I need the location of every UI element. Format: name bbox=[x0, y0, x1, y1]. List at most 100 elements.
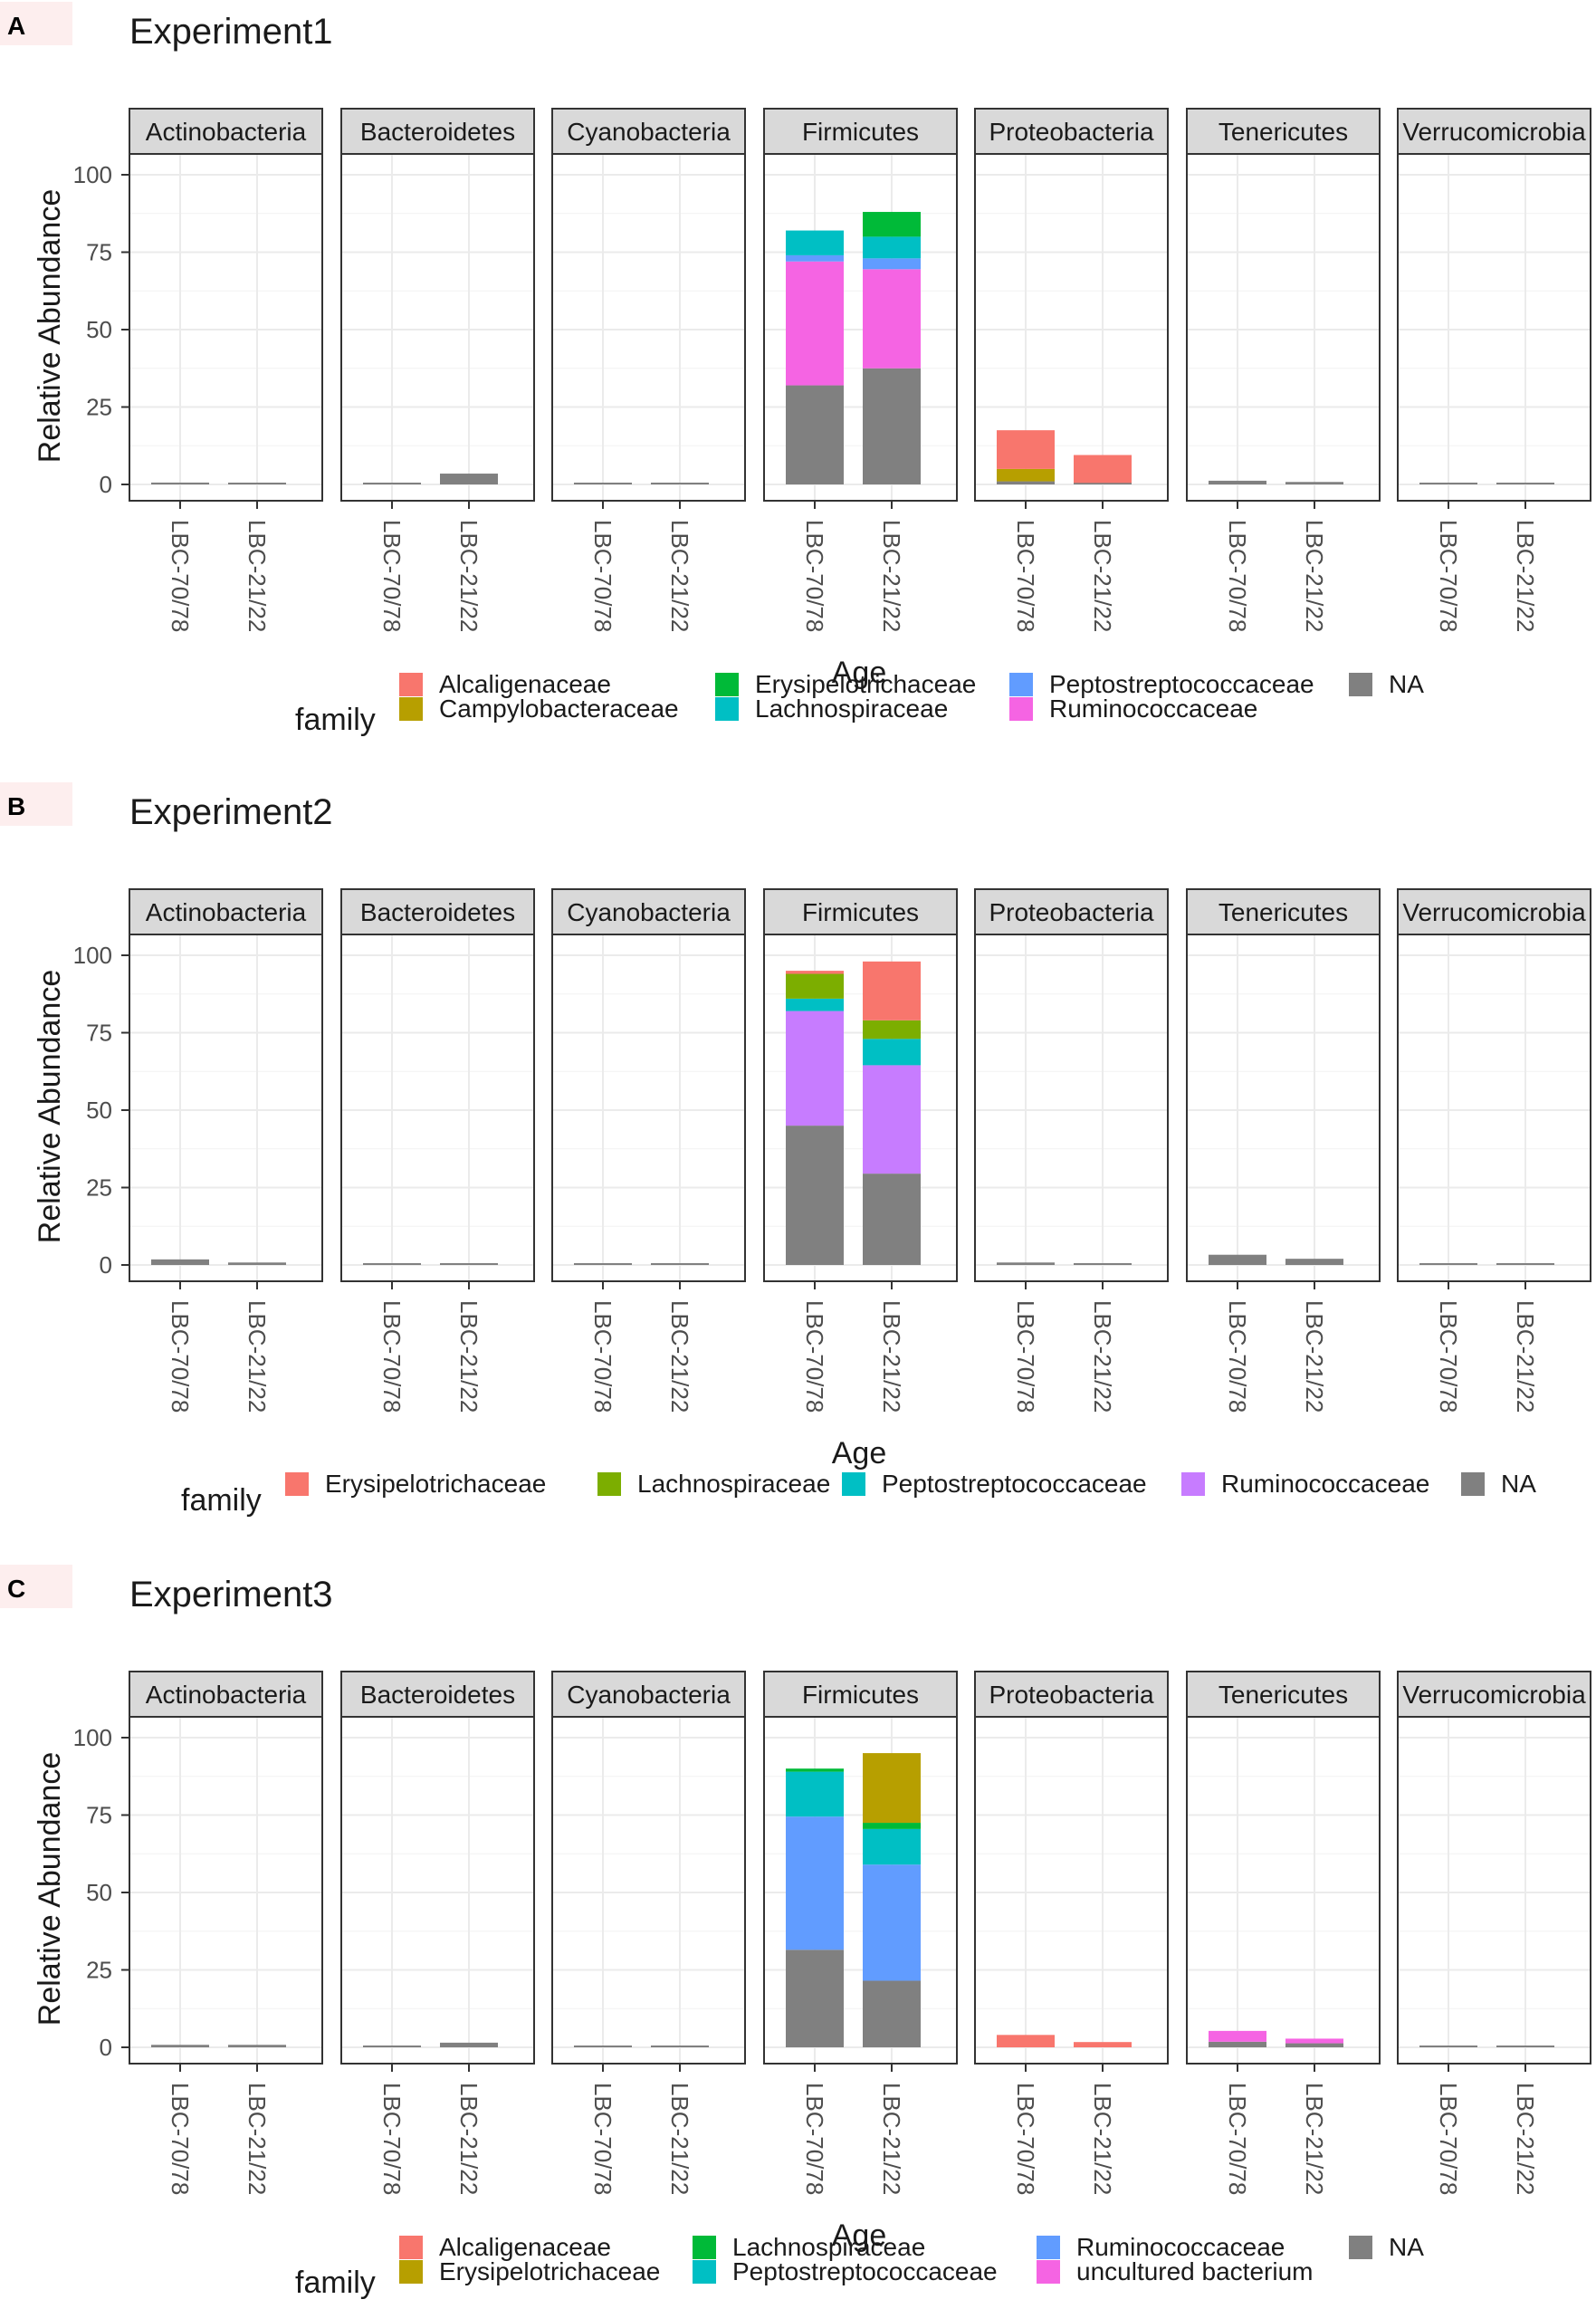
bar-segment-na bbox=[997, 481, 1055, 484]
bar-segment-erysipelotrichaceae bbox=[863, 212, 921, 237]
x-tick-label: LBC-70/78 bbox=[1012, 520, 1039, 632]
facet-strip bbox=[974, 888, 1169, 935]
bar-segment-ruminococcaceae bbox=[786, 1816, 844, 1950]
experiment-1: A Experiment1 Relative Abundance 0 25 50 75 100… bbox=[0, 2, 1591, 737]
facet-strip bbox=[1397, 108, 1591, 155]
bar-segment-na bbox=[574, 483, 632, 484]
facet-label: Actinobacteria bbox=[146, 118, 307, 146]
facet-label: Firmicutes bbox=[802, 898, 919, 926]
bar-segment-na bbox=[651, 483, 709, 484]
bar-segment-na bbox=[151, 2045, 209, 2047]
bar-segment-na bbox=[440, 1263, 498, 1265]
panel-border bbox=[1186, 153, 1381, 502]
x-tick-label: LBC-21/22 bbox=[878, 2083, 905, 2195]
x-tick-label: LBC-21/22 bbox=[455, 520, 483, 632]
x-tick-label: LBC-21/22 bbox=[1089, 1300, 1116, 1413]
bar-segment-lachnospiraceae bbox=[786, 973, 844, 999]
bar-segment-na bbox=[574, 1263, 632, 1265]
panel-border bbox=[974, 1716, 1169, 2065]
panel-background bbox=[341, 154, 534, 501]
facet-proteobacteria: Proteobacteria LBC-70/78 LBC-21/22 bbox=[974, 108, 1169, 632]
bar-segment-na bbox=[863, 1980, 921, 2047]
panel-background bbox=[1187, 154, 1380, 501]
panel-border bbox=[1397, 934, 1591, 1282]
x-tick-label: LBC-21/22 bbox=[1512, 2083, 1539, 2195]
facet-label: Actinobacteria bbox=[146, 1681, 307, 1709]
panel-background bbox=[129, 154, 322, 501]
legend-swatch bbox=[285, 1472, 309, 1496]
legend-label: Alcaligenaceae bbox=[439, 2233, 611, 2261]
legend-swatch bbox=[693, 2260, 716, 2284]
panel-border bbox=[763, 153, 958, 502]
bar-segment-alcaligenaceae bbox=[997, 430, 1055, 469]
bar-segment-uncultured-bacterium bbox=[1209, 2030, 1266, 2042]
bar-segment-na bbox=[997, 1262, 1055, 1265]
x-tick-label: LBC-70/78 bbox=[801, 520, 828, 632]
y-tick-label: 75 bbox=[86, 1802, 112, 1829]
facet-firmicutes: Firmicutes LBC-70/78 LBC-21/22 bbox=[763, 888, 958, 1413]
x-tick-label: LBC-70/78 bbox=[167, 520, 194, 632]
bar-segment-na bbox=[1496, 483, 1554, 484]
x-tick-label: LBC-70/78 bbox=[589, 1300, 616, 1413]
panel-tag-background bbox=[0, 1565, 72, 1608]
bar-segment-na bbox=[1496, 2046, 1554, 2047]
legend-label: Ruminococcaceae bbox=[1221, 1470, 1429, 1498]
facet-strip bbox=[551, 888, 746, 935]
panel-border bbox=[129, 1716, 323, 2065]
bar-segment-na bbox=[1074, 483, 1132, 484]
facet-actinobacteria: Actinobacteria LBC-70/78 LBC-21/22 bbox=[129, 108, 323, 632]
facet-tenericutes: Tenericutes LBC-70/78 LBC-21/22 bbox=[1186, 1671, 1381, 2195]
bar-segment-na bbox=[1209, 480, 1266, 484]
panel-border bbox=[1397, 1716, 1591, 2065]
x-tick-label: LBC-70/78 bbox=[1435, 2083, 1462, 2195]
legend-swatch bbox=[1009, 697, 1033, 721]
facet-proteobacteria: Proteobacteria LBC-70/78 LBC-21/22 bbox=[974, 888, 1169, 1413]
x-tick-label: LBC-21/22 bbox=[666, 1300, 693, 1413]
bar-segment-peptostreptococcaceae bbox=[863, 258, 921, 270]
x-tick-label: LBC-21/22 bbox=[244, 1300, 271, 1413]
legend-swatch bbox=[693, 2236, 716, 2259]
panel-border bbox=[1186, 934, 1381, 1282]
facet-cyanobacteria: Cyanobacteria LBC-70/78 LBC-21/22 bbox=[551, 1671, 746, 2195]
facet-label: Verrucomicrobia bbox=[1402, 898, 1586, 926]
bar-segment-peptostreptococcaceae bbox=[863, 1828, 921, 1865]
facet-cyanobacteria: Cyanobacteria LBC-70/78 LBC-21/22 bbox=[551, 888, 746, 1413]
panel-background bbox=[552, 934, 745, 1281]
facet-strip bbox=[129, 108, 323, 155]
facet-label: Tenericutes bbox=[1219, 118, 1348, 146]
legend-label: NA bbox=[1389, 670, 1424, 698]
y-tick-label: 0 bbox=[100, 2034, 112, 2061]
facet-strip bbox=[763, 888, 958, 935]
bar-segment-alcaligenaceae bbox=[1074, 2042, 1132, 2047]
facet-firmicutes: Firmicutes LBC-70/78 LBC-21/22 bbox=[763, 1671, 958, 2195]
bar-segment-na bbox=[1285, 482, 1343, 484]
panel-tag-background bbox=[0, 782, 72, 826]
legend-label: Ruminococcaceae bbox=[1076, 2233, 1285, 2261]
panel-border bbox=[129, 934, 323, 1282]
facet-proteobacteria: Proteobacteria LBC-70/78 LBC-21/22 bbox=[974, 1671, 1169, 2195]
legend-label: Erysipelotrichaceae bbox=[755, 670, 976, 698]
legend-label: Lachnospiraceae bbox=[755, 695, 948, 723]
bar-segment-erysipelotrichaceae bbox=[786, 971, 844, 974]
bar-segment-na bbox=[786, 1950, 844, 2047]
facet-strip bbox=[1186, 888, 1381, 935]
x-tick-label: LBC-21/22 bbox=[1512, 520, 1539, 632]
y-tick-label: 25 bbox=[86, 394, 112, 421]
facet-label: Actinobacteria bbox=[146, 898, 307, 926]
chart-title: Experiment2 bbox=[129, 792, 333, 832]
y-tick-label: 75 bbox=[86, 239, 112, 266]
facet-label: Verrucomicrobia bbox=[1402, 1681, 1586, 1709]
x-tick-label: LBC-70/78 bbox=[378, 520, 406, 632]
y-tick-label: 100 bbox=[73, 942, 112, 969]
legend-swatch bbox=[1349, 2236, 1372, 2259]
facet-verrucomicrobia: Verrucomicrobia LBC-70/78 LBC-21/22 bbox=[1397, 888, 1591, 1413]
y-axis-title: Relative Abundance bbox=[33, 1752, 67, 2026]
legend-label: Lachnospiraceae bbox=[732, 2233, 925, 2261]
panel-tag-background bbox=[0, 2, 72, 45]
panel-background bbox=[1398, 1717, 1591, 2064]
x-axis-title: Age bbox=[832, 2218, 887, 2253]
facet-strip bbox=[763, 1671, 958, 1718]
y-tick-label: 50 bbox=[86, 316, 112, 343]
facet-strip bbox=[1186, 108, 1381, 155]
